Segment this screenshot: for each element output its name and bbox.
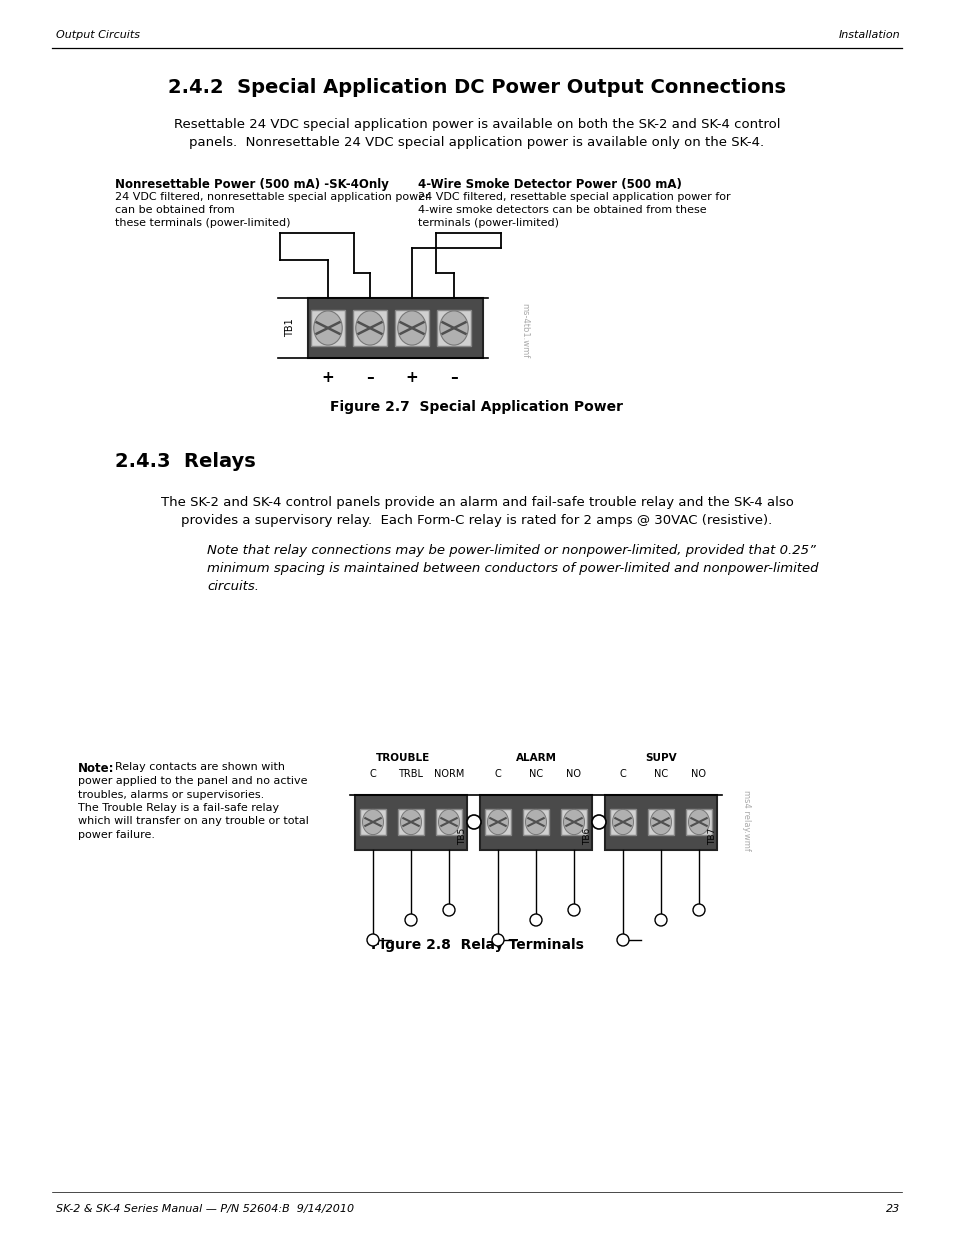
Text: TRBL: TRBL xyxy=(398,769,423,779)
Text: Figure 2.7  Special Application Power: Figure 2.7 Special Application Power xyxy=(330,400,623,414)
Bar xyxy=(560,809,586,835)
Text: NO: NO xyxy=(566,769,581,779)
Text: power applied to the panel and no active: power applied to the panel and no active xyxy=(78,776,307,785)
Text: ms-4tb1.wmf: ms-4tb1.wmf xyxy=(520,303,529,358)
Ellipse shape xyxy=(525,809,546,835)
Text: –: – xyxy=(450,370,457,385)
Ellipse shape xyxy=(355,311,384,345)
Text: 24 VDC filtered, resettable special application power for: 24 VDC filtered, resettable special appl… xyxy=(417,191,730,203)
Circle shape xyxy=(592,815,605,829)
Circle shape xyxy=(530,914,541,926)
Bar xyxy=(436,310,471,346)
Bar xyxy=(479,795,592,850)
Text: NC: NC xyxy=(653,769,667,779)
Circle shape xyxy=(367,934,378,946)
Bar xyxy=(311,310,345,346)
Text: –: – xyxy=(366,370,374,385)
Text: ALARM: ALARM xyxy=(515,753,556,763)
Circle shape xyxy=(405,914,416,926)
Text: C: C xyxy=(494,769,501,779)
Text: minimum spacing is maintained between conductors of power-limited and nonpower-l: minimum spacing is maintained between co… xyxy=(207,562,818,576)
Ellipse shape xyxy=(650,809,671,835)
Ellipse shape xyxy=(438,809,459,835)
Ellipse shape xyxy=(612,809,633,835)
Ellipse shape xyxy=(400,809,421,835)
Bar xyxy=(647,809,673,835)
Text: The Trouble Relay is a fail-safe relay: The Trouble Relay is a fail-safe relay xyxy=(78,803,279,813)
Text: The SK-2 and SK-4 control panels provide an alarm and fail-safe trouble relay an: The SK-2 and SK-4 control panels provide… xyxy=(160,496,793,509)
Text: NO: NO xyxy=(691,769,706,779)
Bar xyxy=(309,309,347,347)
Text: TB1: TB1 xyxy=(285,319,294,337)
Bar xyxy=(397,809,423,835)
Text: Nonresettable Power (500 mA) -SK-4Only: Nonresettable Power (500 mA) -SK-4Only xyxy=(115,178,389,191)
Text: 2.4.3  Relays: 2.4.3 Relays xyxy=(115,452,255,471)
Text: +: + xyxy=(405,370,418,385)
Text: Installation: Installation xyxy=(838,30,899,40)
Circle shape xyxy=(692,904,704,916)
Text: NC: NC xyxy=(528,769,542,779)
Ellipse shape xyxy=(314,311,342,345)
Bar xyxy=(359,809,386,835)
Bar xyxy=(436,809,461,835)
Text: provides a supervisory relay.  Each Form-C relay is rated for 2 amps @ 30VAC (re: provides a supervisory relay. Each Form-… xyxy=(181,514,772,527)
Bar xyxy=(484,809,511,835)
Circle shape xyxy=(442,904,455,916)
Bar xyxy=(604,795,717,850)
Text: C: C xyxy=(619,769,626,779)
Text: 4-wire smoke detectors can be obtained from these: 4-wire smoke detectors can be obtained f… xyxy=(417,205,706,215)
Text: ms4 relay.wmf: ms4 relay.wmf xyxy=(741,790,751,851)
Ellipse shape xyxy=(397,311,426,345)
Bar xyxy=(609,809,636,835)
Text: power failure.: power failure. xyxy=(78,830,154,840)
Text: SUPV: SUPV xyxy=(644,753,676,763)
Text: Relay contacts are shown with: Relay contacts are shown with xyxy=(108,762,285,772)
Text: 4-Wire Smoke Detector Power (500 mA): 4-Wire Smoke Detector Power (500 mA) xyxy=(417,178,681,191)
Text: TROUBLE: TROUBLE xyxy=(375,753,430,763)
Bar xyxy=(308,298,482,358)
Text: TB6: TB6 xyxy=(583,827,592,845)
Bar xyxy=(355,795,467,850)
Text: NORM: NORM xyxy=(434,769,464,779)
Circle shape xyxy=(467,815,480,829)
Text: 23: 23 xyxy=(884,1204,899,1214)
Ellipse shape xyxy=(688,809,709,835)
Text: troubles, alarms or supervisories.: troubles, alarms or supervisories. xyxy=(78,789,264,799)
Text: circuits.: circuits. xyxy=(207,580,258,593)
Bar xyxy=(435,309,473,347)
Bar xyxy=(351,309,389,347)
Bar xyxy=(685,809,711,835)
Circle shape xyxy=(567,904,579,916)
Text: TB5: TB5 xyxy=(458,827,467,845)
Text: +: + xyxy=(321,370,334,385)
Text: TB7: TB7 xyxy=(708,827,717,845)
Text: SK-2 & SK-4 Series Manual — P/N 52604:B  9/14/2010: SK-2 & SK-4 Series Manual — P/N 52604:B … xyxy=(56,1204,354,1214)
Text: which will transfer on any trouble or total: which will transfer on any trouble or to… xyxy=(78,816,309,826)
Text: 24 VDC filtered, nonresettable special application power: 24 VDC filtered, nonresettable special a… xyxy=(115,191,429,203)
Text: 2.4.2  Special Application DC Power Output Connections: 2.4.2 Special Application DC Power Outpu… xyxy=(168,78,785,98)
Ellipse shape xyxy=(563,809,584,835)
Text: C: C xyxy=(369,769,376,779)
Text: terminals (power-limited): terminals (power-limited) xyxy=(417,219,558,228)
Text: can be obtained from: can be obtained from xyxy=(115,205,234,215)
Bar xyxy=(353,310,387,346)
Bar xyxy=(522,809,548,835)
Bar xyxy=(393,309,431,347)
Circle shape xyxy=(617,934,628,946)
Text: Resettable 24 VDC special application power is available on both the SK-2 and SK: Resettable 24 VDC special application po… xyxy=(173,119,780,131)
Ellipse shape xyxy=(487,809,508,835)
Text: Note:: Note: xyxy=(78,762,114,776)
Circle shape xyxy=(492,934,503,946)
Circle shape xyxy=(655,914,666,926)
Ellipse shape xyxy=(439,311,468,345)
Text: these terminals (power-limited): these terminals (power-limited) xyxy=(115,219,291,228)
Text: Output Circuits: Output Circuits xyxy=(56,30,140,40)
Ellipse shape xyxy=(362,809,383,835)
Bar xyxy=(395,310,429,346)
Text: Note that relay connections may be power-limited or nonpower-limited, provided t: Note that relay connections may be power… xyxy=(207,543,815,557)
Text: Figure 2.8  Relay Terminals: Figure 2.8 Relay Terminals xyxy=(370,939,583,952)
Text: panels.  Nonresettable 24 VDC special application power is available only on the: panels. Nonresettable 24 VDC special app… xyxy=(190,136,763,149)
